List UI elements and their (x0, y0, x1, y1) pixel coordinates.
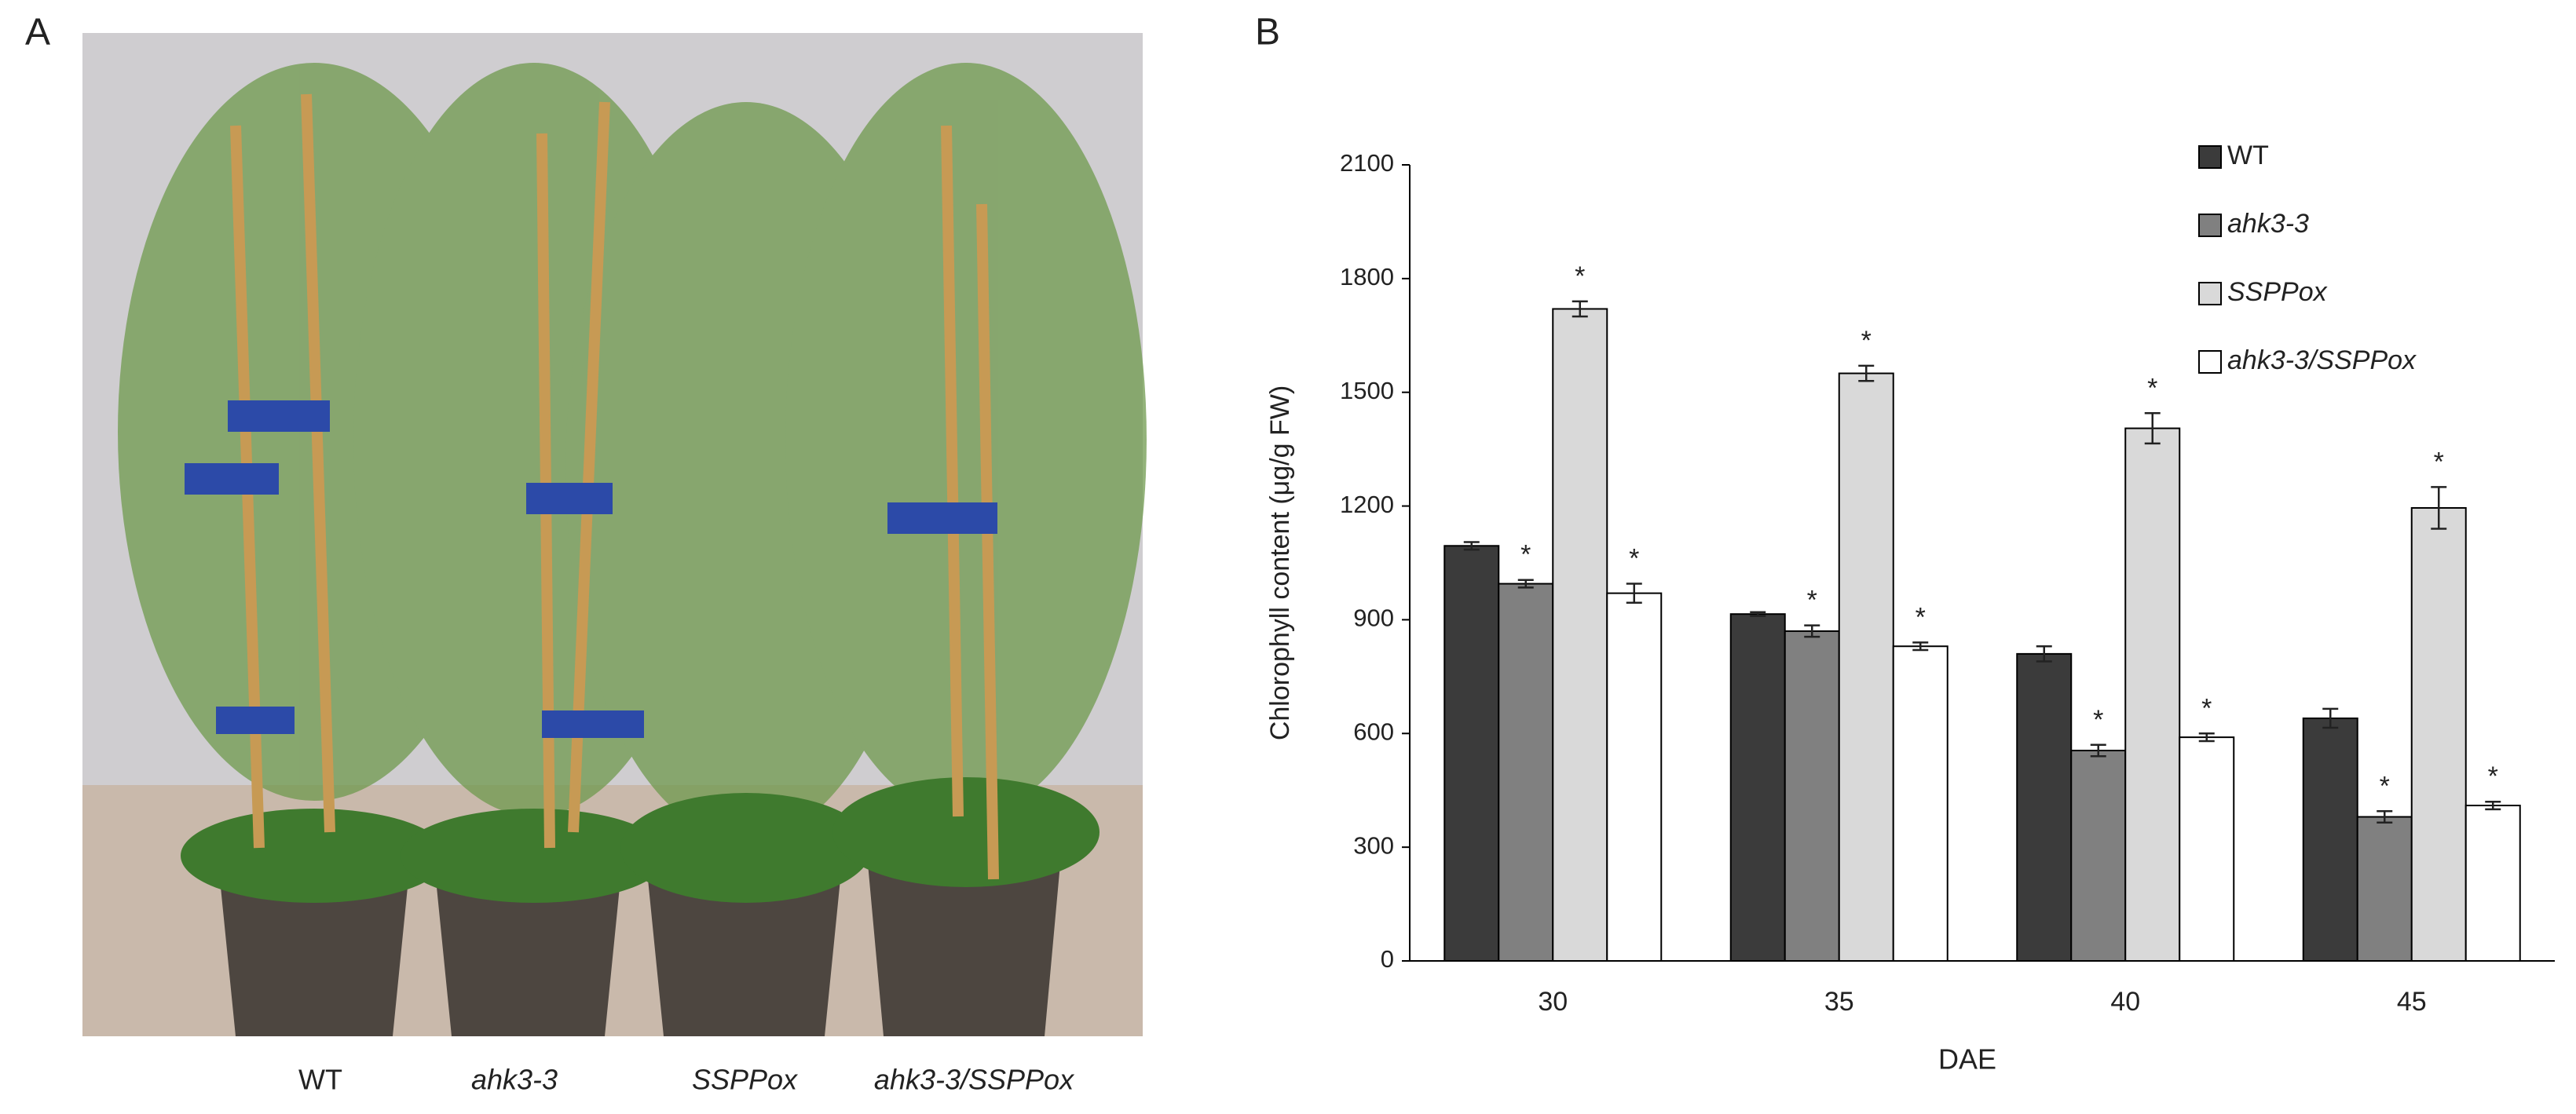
legend-label: SSPPox (2227, 277, 2328, 307)
error-bar (1912, 641, 1929, 652)
panel-label: B (1255, 12, 1280, 53)
error-bar (2377, 810, 2393, 824)
legend-swatch (2198, 282, 2222, 305)
x-axis-title: DAE (1938, 1043, 1996, 1076)
y-tick-label: 1200 (1340, 491, 1394, 518)
photo-label: ahk3-3/SSPPox (874, 1064, 1075, 1096)
error-bar (2090, 743, 2106, 758)
photo-label: SSPPox (692, 1064, 799, 1096)
y-axis-title: Chlorophyll content (μg/g FW) (1265, 385, 1295, 740)
error-bar (1463, 541, 1480, 551)
bar (2356, 816, 2413, 962)
x-tick-label: 35 (1824, 987, 1854, 1017)
error-bar (1804, 624, 1820, 638)
significance-marker: * (1629, 544, 1639, 574)
legend-label: WT (2227, 141, 2269, 170)
significance-marker: * (1807, 586, 1817, 615)
error-bar (2431, 486, 2447, 530)
legend-swatch (2198, 350, 2222, 374)
panel-label: A (25, 12, 50, 53)
bar (1498, 583, 1554, 962)
x-tick-label: 30 (1538, 987, 1568, 1017)
y-tick-label: 0 (1381, 945, 1394, 973)
bar (1892, 645, 1948, 962)
y-tick-label: 300 (1353, 831, 1394, 859)
y-tick-label: 1800 (1340, 263, 1394, 290)
significance-marker: * (2434, 447, 2444, 477)
bar (1552, 308, 1608, 962)
error-bar (1750, 611, 1766, 617)
bar (2464, 805, 2521, 962)
error-bar (2198, 732, 2215, 743)
significance-marker: * (2380, 771, 2390, 801)
bar (1729, 613, 1786, 962)
legend-label: ahk3-3 (2227, 209, 2309, 239)
significance-marker: * (2093, 705, 2103, 735)
significance-marker: * (2201, 693, 2212, 723)
significance-marker: * (1520, 540, 1531, 570)
plant-photo (82, 33, 1147, 1036)
significance-marker: * (1916, 602, 1926, 632)
significance-marker: * (2488, 762, 2498, 791)
bar (2070, 750, 2127, 962)
bar (2179, 736, 2235, 962)
bar (1784, 630, 1840, 962)
bar (1838, 372, 1894, 962)
y-tick-label: 2100 (1340, 149, 1394, 177)
legend-label: ahk3-3/SSPPox (2227, 345, 2417, 375)
photo-label: ahk3-3 (471, 1064, 558, 1096)
error-bar (2322, 707, 2339, 729)
bar (2302, 717, 2358, 962)
bar (2124, 427, 2181, 962)
error-bar (1572, 300, 1588, 318)
bar (1444, 545, 1500, 962)
x-tick-label: 45 (2397, 987, 2427, 1017)
error-bar (2036, 645, 2052, 663)
x-tick-label: 40 (2110, 987, 2140, 1017)
error-bar (1858, 364, 1875, 382)
bar (2016, 652, 2073, 962)
bar (1606, 592, 1663, 962)
error-bar (1517, 579, 1534, 589)
y-tick-label: 900 (1353, 604, 1394, 632)
significance-marker: * (2147, 373, 2157, 403)
y-tick-label: 1500 (1340, 377, 1394, 404)
legend-swatch (2198, 145, 2222, 169)
error-bar (1626, 583, 1642, 604)
bar (2410, 506, 2467, 962)
error-bar (2144, 412, 2161, 445)
error-bar (2485, 800, 2501, 811)
significance-marker: * (1575, 261, 1585, 291)
y-tick-label: 600 (1353, 718, 1394, 745)
legend-swatch (2198, 214, 2222, 237)
significance-marker: * (1861, 326, 1872, 356)
photo-label: WT (298, 1064, 342, 1096)
